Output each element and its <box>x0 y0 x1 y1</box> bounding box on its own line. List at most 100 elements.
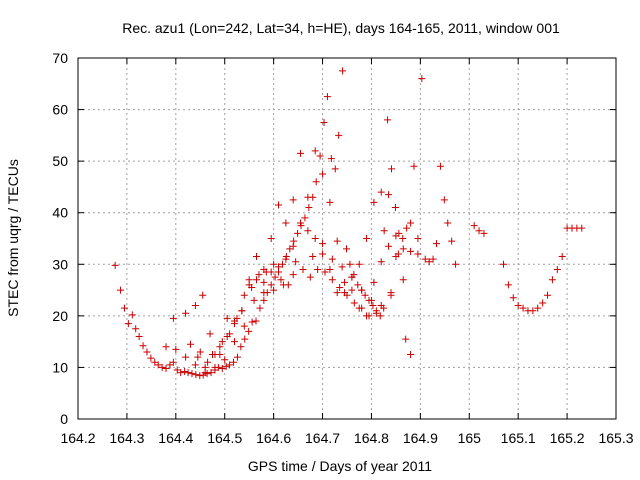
data-point <box>289 196 297 204</box>
data-point <box>377 302 385 310</box>
data-point <box>304 193 312 201</box>
data-point <box>222 362 230 370</box>
data-point <box>365 312 373 320</box>
data-point <box>218 338 226 346</box>
data-point <box>319 250 327 258</box>
data-point <box>275 263 283 271</box>
data-point <box>162 343 170 351</box>
data-point <box>407 351 415 359</box>
data-point <box>241 335 249 343</box>
data-point <box>256 304 264 312</box>
data-point <box>388 165 396 173</box>
data-point <box>578 224 586 232</box>
data-point <box>343 245 351 253</box>
data-point <box>233 353 241 361</box>
data-point <box>319 240 327 248</box>
data-point <box>331 165 339 173</box>
data-point <box>270 286 278 294</box>
data-point <box>558 253 566 261</box>
y-axis: 0 10 20 30 40 50 60 70 <box>52 50 616 427</box>
grid <box>78 58 616 419</box>
y-tick-label: 50 <box>52 153 68 169</box>
data-point <box>339 67 347 75</box>
data-point <box>294 229 302 237</box>
data-point <box>237 343 245 351</box>
data-point <box>394 250 402 258</box>
data-point <box>186 340 194 348</box>
data-point <box>384 116 392 124</box>
data-point <box>143 348 151 356</box>
data-point <box>323 93 331 101</box>
data-point <box>299 265 307 273</box>
data-point <box>267 281 275 289</box>
data-point <box>470 222 478 230</box>
data-point <box>154 361 162 369</box>
data-point <box>158 363 166 371</box>
data-point <box>321 268 329 276</box>
data-point <box>282 255 290 263</box>
data-point <box>410 162 418 170</box>
plot-frame <box>77 57 617 420</box>
data-point <box>418 75 426 83</box>
data-point <box>177 369 185 377</box>
data-point <box>231 338 239 346</box>
data-point <box>448 237 456 245</box>
data-point <box>240 291 248 299</box>
data-point <box>407 219 415 227</box>
data-point <box>509 294 517 302</box>
data-point <box>372 309 380 317</box>
y-tick-label: 0 <box>60 411 68 427</box>
data-point <box>370 198 378 206</box>
data-point <box>444 219 452 227</box>
data-point <box>320 118 328 126</box>
data-point <box>262 268 270 276</box>
data-point <box>181 368 189 376</box>
data-point <box>350 299 358 307</box>
data-point <box>391 204 399 212</box>
data-point <box>277 276 285 284</box>
data-point <box>216 343 224 351</box>
y-tick-label: 30 <box>52 256 68 272</box>
data-point <box>355 260 363 268</box>
data-point <box>139 342 147 350</box>
data-point <box>194 353 202 361</box>
data-point <box>534 304 542 312</box>
data-point <box>238 307 246 315</box>
y-tick-label: 70 <box>52 50 68 66</box>
data-point <box>270 260 278 268</box>
data-point <box>191 302 199 310</box>
data-point <box>297 149 305 157</box>
data-point <box>184 369 192 377</box>
data-points <box>111 67 586 380</box>
data-point <box>120 304 128 312</box>
data-point <box>387 289 395 297</box>
data-point <box>306 273 314 281</box>
data-point <box>326 198 334 206</box>
data-point <box>358 304 366 312</box>
data-point <box>231 320 239 328</box>
data-point <box>250 296 258 304</box>
data-point <box>271 273 279 281</box>
data-point <box>338 263 346 271</box>
data-point <box>414 235 422 242</box>
data-point <box>314 265 322 273</box>
data-point <box>252 317 260 325</box>
data-point <box>385 191 393 199</box>
data-point <box>407 247 415 255</box>
data-point <box>399 276 407 284</box>
data-point <box>328 255 336 263</box>
data-point <box>421 255 429 263</box>
data-point <box>275 201 283 209</box>
x-tick-label: 164.5 <box>207 430 242 446</box>
data-point <box>380 227 388 235</box>
data-point <box>282 219 290 227</box>
data-point <box>377 258 385 266</box>
data-point <box>367 296 375 304</box>
data-point <box>529 307 537 315</box>
data-point <box>392 232 400 240</box>
data-point <box>304 227 312 235</box>
data-point <box>376 312 384 320</box>
data-point <box>221 356 229 364</box>
data-point <box>253 253 261 261</box>
data-point <box>204 358 212 366</box>
